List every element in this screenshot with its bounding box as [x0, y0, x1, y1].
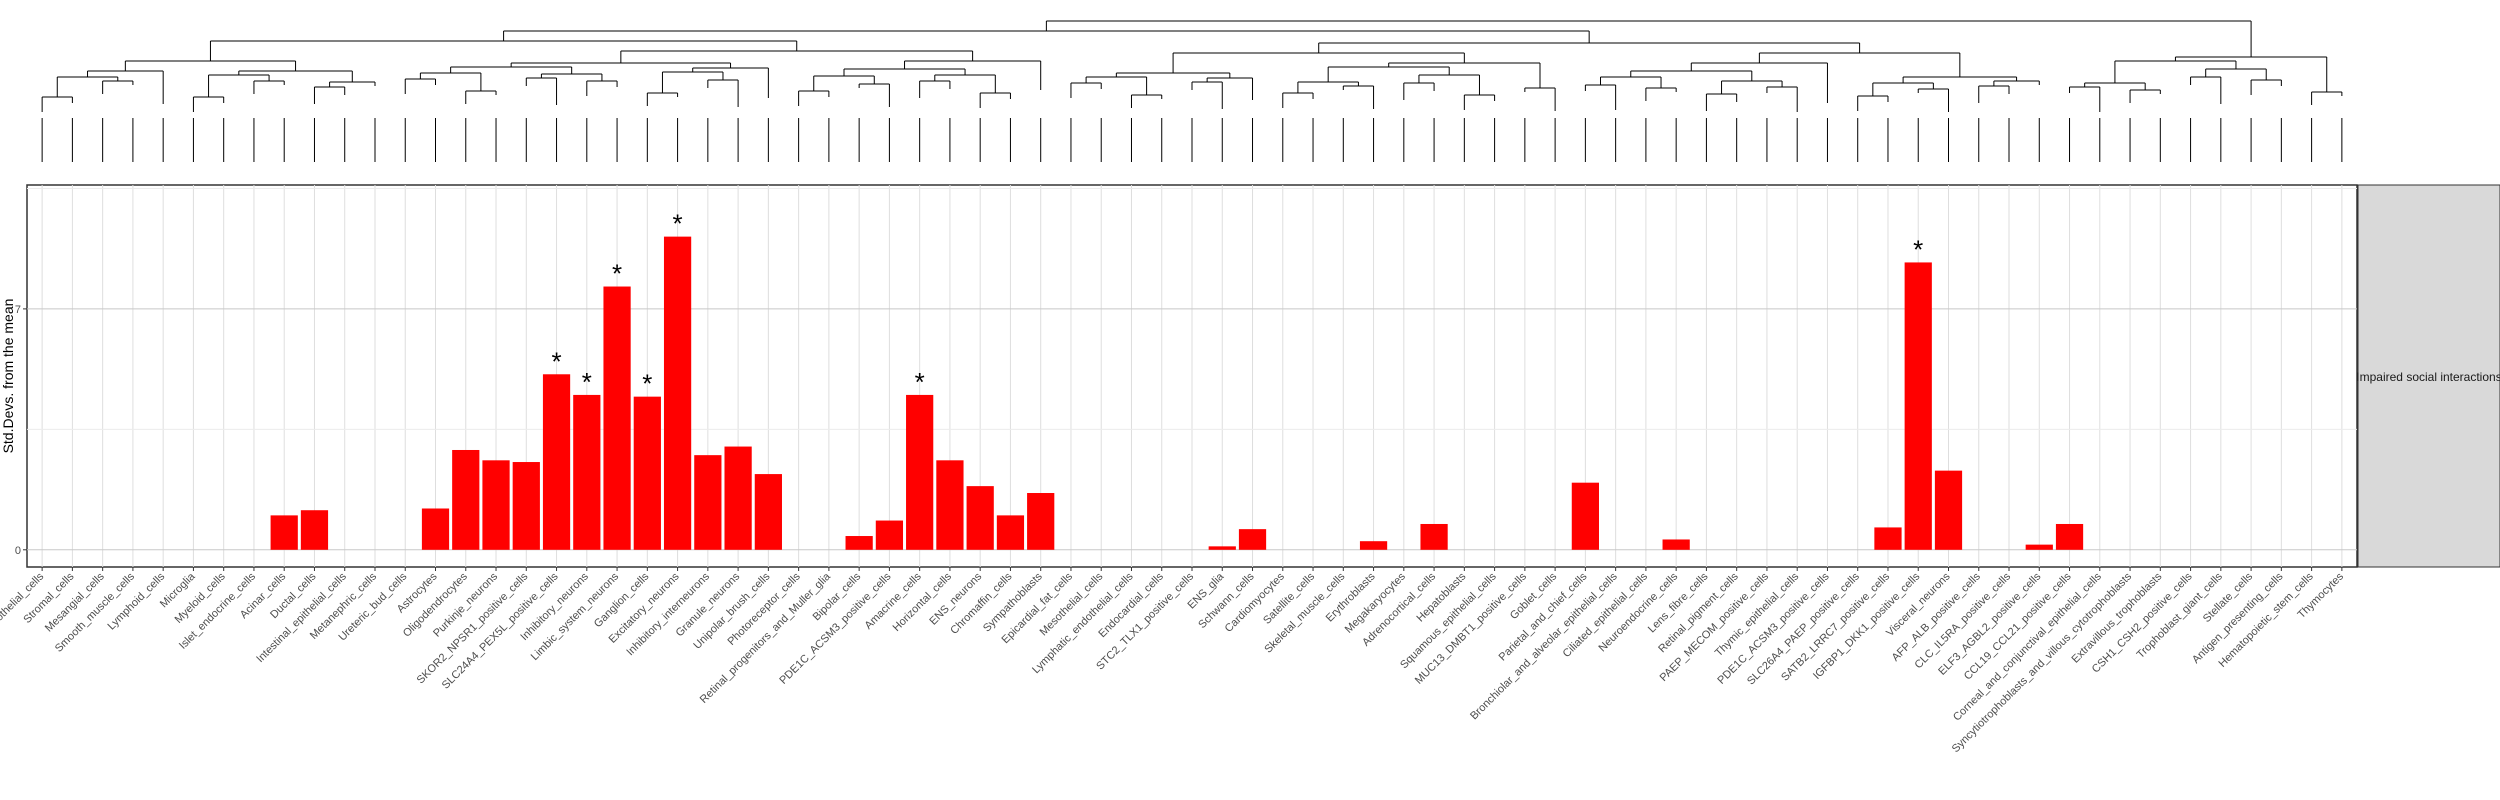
significance-star: *	[551, 346, 561, 376]
bar	[996, 515, 1025, 550]
bar	[452, 449, 480, 550]
bar	[542, 374, 571, 550]
bar	[1904, 262, 1932, 550]
x-tick-label: SKOR2_NPSR1_positive_cells	[415, 570, 531, 686]
bar	[1027, 493, 1055, 550]
y-axis-ticks: 07	[15, 304, 27, 557]
gridlines	[27, 185, 2357, 567]
significance-star: *	[915, 367, 925, 397]
facet-label: Impaired social interactions	[2356, 370, 2500, 384]
x-tick-label: PDE1C_ACSM3_positive_cells	[777, 570, 893, 686]
significance-star: *	[612, 259, 622, 289]
bar	[2025, 544, 2053, 550]
significance-star: *	[642, 369, 652, 399]
bar	[1359, 541, 1388, 550]
bar	[906, 394, 934, 550]
bar	[754, 474, 782, 550]
bar	[512, 462, 540, 550]
bar	[1662, 539, 1690, 550]
bar	[663, 236, 692, 550]
bar	[1208, 546, 1236, 550]
bar	[633, 396, 661, 550]
bar	[270, 515, 298, 550]
bar	[724, 446, 752, 550]
dendrogram	[41, 20, 2343, 162]
bar	[1571, 482, 1599, 550]
bar	[1420, 523, 1448, 550]
bar	[966, 486, 994, 550]
bar	[694, 455, 722, 550]
y-tick-label: 7	[15, 304, 21, 316]
bar	[482, 460, 510, 550]
bar	[936, 460, 964, 550]
y-tick-label: 0	[15, 545, 21, 557]
bar	[875, 520, 904, 550]
bar	[1934, 470, 1963, 550]
bar	[300, 510, 329, 550]
bar	[2055, 523, 2084, 550]
facet-strip	[2357, 184, 2500, 568]
bar	[573, 394, 601, 550]
bar	[1238, 529, 1267, 550]
bar	[603, 286, 631, 550]
bar	[421, 508, 450, 550]
significance-star: *	[1913, 234, 1923, 264]
significance-star: *	[673, 209, 683, 239]
bar	[845, 536, 873, 550]
bar	[1874, 527, 1902, 550]
y-axis-label: Std.Devs. from the mean	[0, 299, 16, 454]
bars: * * * * * * *	[270, 209, 2084, 550]
significance-star: *	[582, 367, 592, 397]
x-axis-labels: Vascular_endothelial_cellsStromal_cellsM…	[0, 567, 2346, 755]
x-tick-label: SLC26A4_PAEP_positive_cells	[1745, 570, 1862, 687]
